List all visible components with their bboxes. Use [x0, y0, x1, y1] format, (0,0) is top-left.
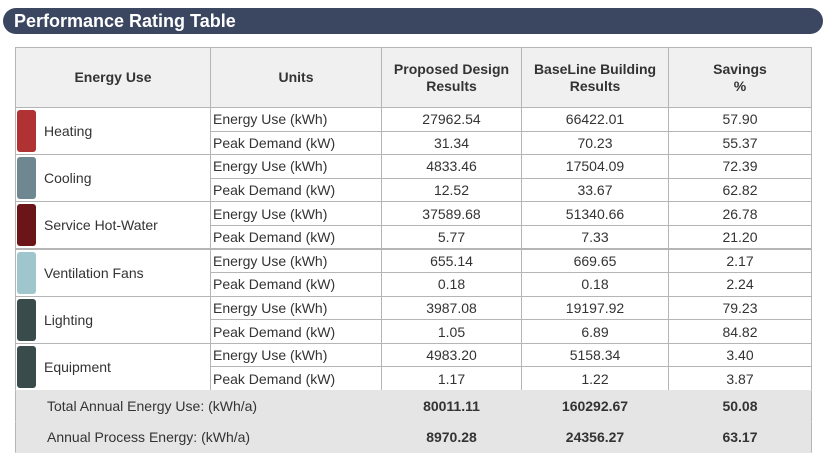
group-name: Lighting — [44, 311, 94, 328]
units-cell: Energy Use (kWh) — [210, 201, 382, 226]
value-cell: 5.77 — [381, 224, 522, 250]
color-swatch — [17, 251, 36, 294]
value-cell: 0.18 — [381, 272, 522, 297]
color-swatch — [17, 157, 36, 200]
color-swatch — [17, 298, 36, 341]
group-name: Service Hot-Water — [44, 217, 158, 234]
header-cell: Units — [210, 47, 382, 108]
value-cell: 655.14 — [381, 248, 522, 274]
units-cell: Peak Demand (kW) — [210, 130, 382, 156]
value-cell: 12.52 — [381, 177, 522, 203]
units-cell: Energy Use (kWh) — [210, 342, 382, 368]
value-cell: 7.33 — [521, 224, 669, 250]
footer-value: 8970.28 — [381, 421, 522, 453]
value-cell: 62.82 — [668, 177, 812, 203]
value-cell: 51340.66 — [521, 201, 669, 226]
group-name: Ventilation Fans — [44, 264, 144, 281]
group-name: Equipment — [44, 358, 111, 375]
group-cell: Heating — [15, 107, 211, 156]
group-cell: Equipment — [15, 342, 211, 391]
value-cell: 72.39 — [668, 154, 812, 179]
value-cell: 1.22 — [521, 366, 669, 391]
group-cell: Cooling — [15, 154, 211, 203]
value-cell: 5158.34 — [521, 342, 669, 368]
value-cell: 1.17 — [381, 366, 522, 391]
footer-label: Total Annual Energy Use: (kWh/a) — [15, 390, 382, 422]
footer-value: 63.17 — [668, 421, 812, 453]
value-cell: 37589.68 — [381, 201, 522, 226]
value-cell: 17504.09 — [521, 154, 669, 179]
header-cell: Proposed Design Results — [381, 47, 522, 108]
header-cell: Energy Use — [15, 47, 211, 108]
header-cell: Savings % — [668, 47, 812, 108]
value-cell: 3.40 — [668, 342, 812, 368]
value-cell: 84.82 — [668, 319, 812, 344]
value-cell: 79.23 — [668, 295, 812, 321]
value-cell: 19197.92 — [521, 295, 669, 321]
value-cell: 26.78 — [668, 201, 812, 226]
group-cell: Service Hot-Water — [15, 201, 211, 250]
units-cell: Peak Demand (kW) — [210, 272, 382, 297]
value-cell: 2.24 — [668, 272, 812, 297]
value-cell: 21.20 — [668, 224, 812, 250]
units-cell: Peak Demand (kW) — [210, 224, 382, 250]
value-cell: 27962.54 — [381, 107, 522, 132]
footer-value: 24356.27 — [521, 421, 669, 453]
value-cell: 70.23 — [521, 130, 669, 156]
value-cell: 669.65 — [521, 248, 669, 274]
value-cell: 57.90 — [668, 107, 812, 132]
value-cell: 55.37 — [668, 130, 812, 156]
group-name: Heating — [44, 123, 93, 140]
color-swatch — [17, 345, 36, 388]
units-cell: Peak Demand (kW) — [210, 319, 382, 344]
value-cell: 3.87 — [668, 366, 812, 391]
units-cell: Energy Use (kWh) — [210, 154, 382, 179]
value-cell: 2.17 — [668, 248, 812, 274]
color-swatch — [17, 110, 36, 153]
value-cell: 4833.46 — [381, 154, 522, 179]
units-cell: Energy Use (kWh) — [210, 107, 382, 132]
value-cell: 3987.08 — [381, 295, 522, 321]
title-bar: Performance Rating Table — [3, 8, 823, 34]
group-cell: Lighting — [15, 295, 211, 344]
units-cell: Energy Use (kWh) — [210, 248, 382, 274]
value-cell: 6.89 — [521, 319, 669, 344]
units-cell: Peak Demand (kW) — [210, 177, 382, 203]
group-cell: Ventilation Fans — [15, 248, 211, 297]
units-cell: Energy Use (kWh) — [210, 295, 382, 321]
value-cell: 33.67 — [521, 177, 669, 203]
value-cell: 4983.20 — [381, 342, 522, 368]
color-swatch — [17, 204, 36, 247]
value-cell: 66422.01 — [521, 107, 669, 132]
footer-value: 160292.67 — [521, 390, 669, 422]
value-cell: 31.34 — [381, 130, 522, 156]
footer-value: 50.08 — [668, 390, 812, 422]
value-cell: 1.05 — [381, 319, 522, 344]
header-cell: BaseLine Building Results — [521, 47, 669, 108]
footer-label: Annual Process Energy: (kWh/a) — [15, 421, 382, 453]
footer-value: 80011.11 — [381, 390, 522, 422]
units-cell: Peak Demand (kW) — [210, 366, 382, 391]
group-name: Cooling — [44, 170, 92, 187]
value-cell: 0.18 — [521, 272, 669, 297]
